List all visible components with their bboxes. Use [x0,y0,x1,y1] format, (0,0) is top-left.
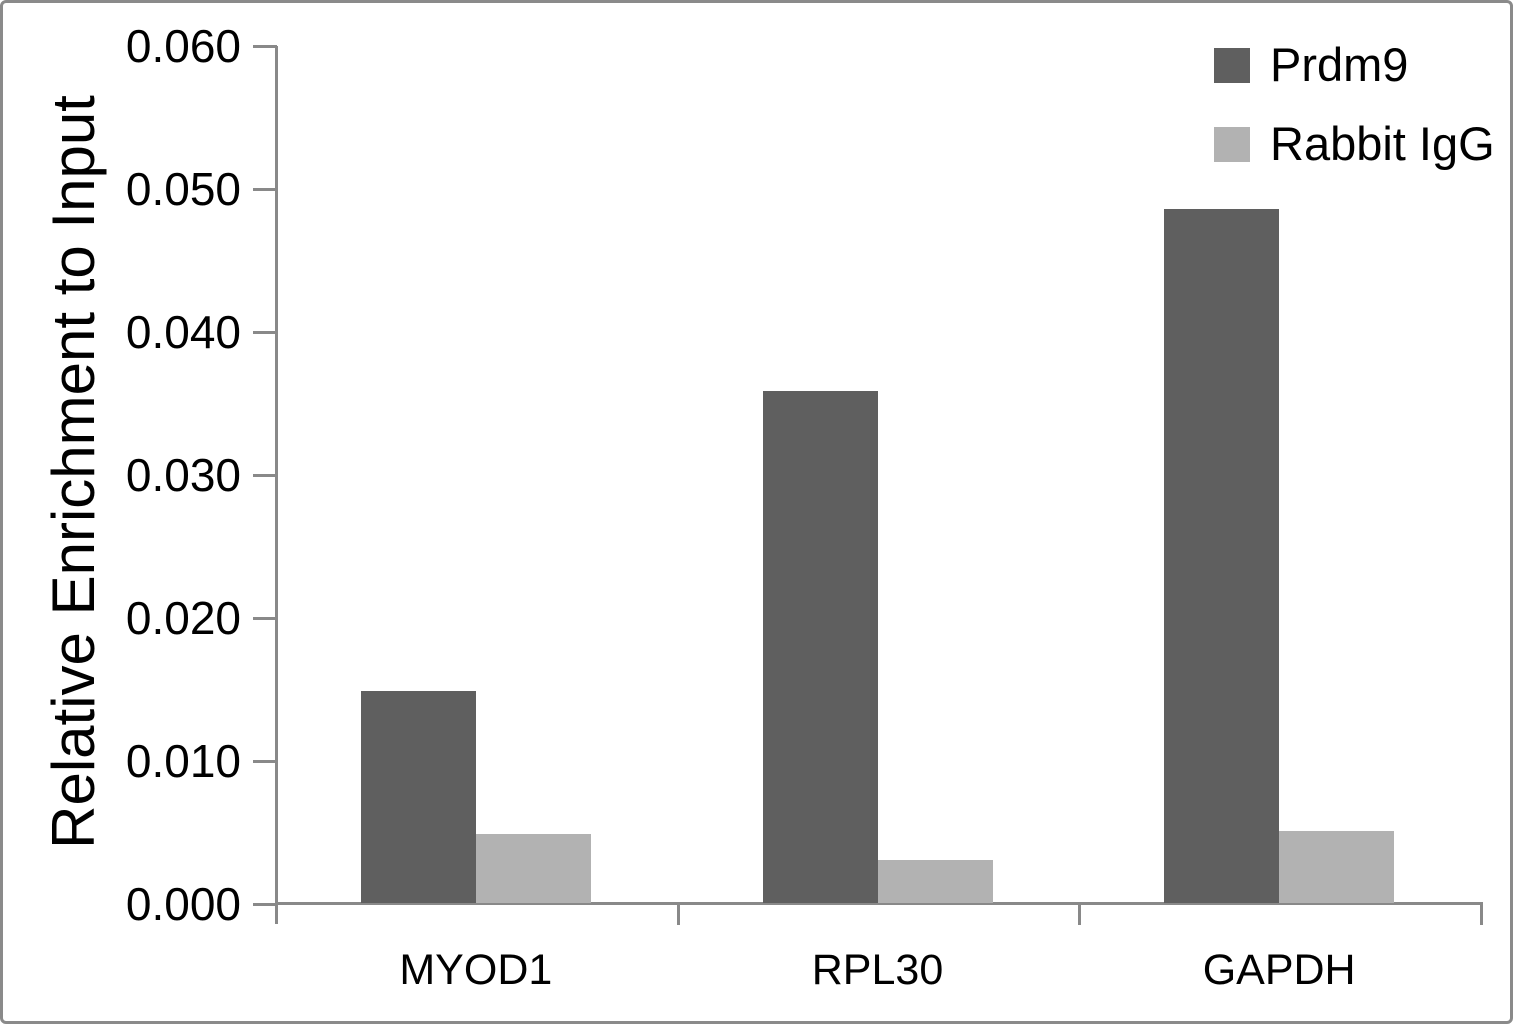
bar-prdm9-myod1 [361,691,476,903]
legend-label: Prdm9 [1270,38,1409,91]
x-axis-line [275,902,1483,905]
x-category-label: MYOD1 [399,946,553,994]
y-tick-mark [253,188,277,191]
x-tick-mark [676,904,680,925]
y-tick-label: 0.010 [125,735,241,787]
x-category-label: RPL30 [811,946,944,994]
y-axis-line [275,46,278,924]
bar-rabbit-igg-myod1 [476,834,591,903]
y-tick-label: 0.000 [125,878,241,930]
legend-swatch-rabbit-igg [1214,126,1250,162]
bar-rabbit-igg-gapdh [1279,831,1394,903]
y-tick-label: 0.040 [125,306,241,358]
legend-item: Rabbit IgG [1214,116,1495,172]
bar-prdm9-rpl30 [763,391,878,903]
x-category-label: GAPDH [1202,946,1356,994]
legend-label: Rabbit IgG [1270,117,1495,170]
x-tick-mark [1078,904,1082,925]
y-tick-mark [253,331,277,334]
y-tick-label: 0.060 [125,20,241,72]
x-tick-mark [1480,904,1483,925]
y-tick-mark [253,474,277,477]
y-tick-mark [253,760,277,763]
y-tick-mark [253,903,277,906]
y-tick-mark [253,617,277,620]
y-tick-label: 0.030 [125,449,241,501]
legend-swatch-prdm9 [1214,47,1250,83]
legend-item: Prdm9 [1214,37,1408,93]
bar-rabbit-igg-rpl30 [878,860,993,903]
y-tick-label: 0.020 [125,592,241,644]
y-tick-mark [253,45,277,48]
bar-prdm9-gapdh [1164,209,1279,903]
y-tick-label: 0.050 [125,163,241,215]
